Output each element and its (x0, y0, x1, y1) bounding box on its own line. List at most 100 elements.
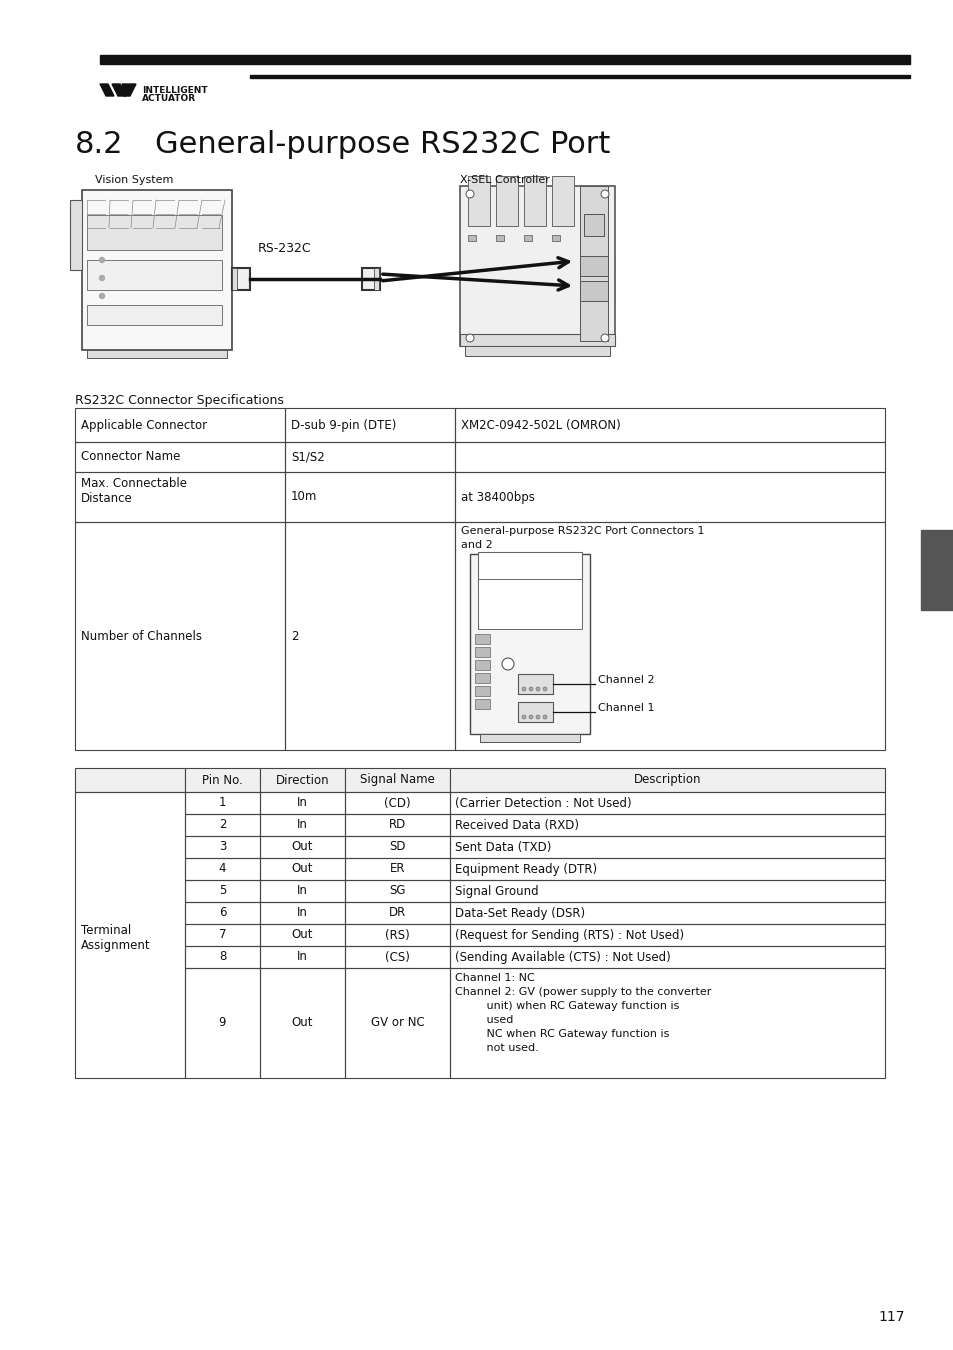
Text: (Request for Sending (RTS) : Not Used): (Request for Sending (RTS) : Not Used) (455, 929, 683, 941)
Text: Channel 1: NC: Channel 1: NC (455, 973, 535, 983)
Text: SG: SG (389, 884, 405, 898)
Bar (459, 333, 615, 346)
Bar (87, 305, 222, 325)
Bar (450, 859, 884, 880)
Circle shape (521, 716, 525, 720)
Bar (517, 702, 553, 722)
Text: (Sending Available (CTS) : Not Used): (Sending Available (CTS) : Not Used) (455, 950, 670, 964)
Bar (285, 522, 455, 751)
Bar (468, 176, 490, 225)
Bar (579, 281, 607, 301)
Polygon shape (112, 84, 126, 96)
Bar (464, 346, 609, 356)
Bar (475, 686, 490, 697)
Text: 2: 2 (291, 629, 298, 643)
Bar (455, 472, 884, 522)
Circle shape (516, 599, 519, 603)
Bar (920, 531, 953, 610)
Bar (450, 880, 884, 902)
Bar (75, 472, 285, 522)
Text: 8.2: 8.2 (75, 130, 123, 159)
Bar (185, 836, 260, 859)
Bar (475, 699, 490, 709)
Bar (260, 836, 345, 859)
Circle shape (496, 593, 499, 595)
Text: Direction: Direction (275, 774, 329, 787)
Text: Data-Set Ready (DSR): Data-Set Ready (DSR) (455, 906, 584, 919)
Bar (185, 946, 260, 968)
Bar (260, 814, 345, 836)
Text: Pin No.: Pin No. (202, 774, 243, 787)
Circle shape (516, 593, 519, 595)
Bar (232, 269, 250, 290)
Circle shape (525, 599, 530, 603)
Bar (361, 269, 379, 290)
Text: X-SEL Controller: X-SEL Controller (459, 176, 549, 185)
Circle shape (99, 258, 105, 262)
Bar (185, 792, 260, 814)
Bar (250, 76, 909, 78)
Text: In: In (296, 906, 308, 919)
Text: 3: 3 (218, 841, 226, 853)
Bar (75, 441, 285, 472)
Circle shape (496, 599, 499, 603)
Bar (496, 235, 503, 242)
Text: Assignment: Assignment (81, 938, 151, 952)
Bar (70, 200, 82, 270)
Text: Distance: Distance (81, 491, 132, 505)
Text: 5: 5 (218, 884, 226, 898)
Bar (477, 552, 581, 585)
Text: INTELLIGENT: INTELLIGENT (142, 86, 208, 95)
Bar (345, 946, 450, 968)
Bar (579, 186, 607, 342)
Bar (455, 441, 884, 472)
Bar (345, 836, 450, 859)
Text: Out: Out (292, 841, 313, 853)
Text: Equipment Ready (DTR): Equipment Ready (DTR) (455, 863, 597, 876)
Bar (455, 408, 884, 441)
Bar (260, 880, 345, 902)
Bar (468, 235, 476, 242)
Bar (552, 235, 559, 242)
Text: 2: 2 (218, 818, 226, 832)
Text: RS232C Connector Specifications: RS232C Connector Specifications (75, 394, 284, 406)
Bar (285, 441, 455, 472)
Circle shape (99, 293, 105, 298)
Text: and 2: and 2 (460, 540, 493, 549)
Circle shape (525, 593, 530, 595)
Text: General-purpose RS232C Port Connectors 1: General-purpose RS232C Port Connectors 1 (460, 526, 703, 536)
Text: Connector Name: Connector Name (81, 451, 180, 463)
Text: GV or NC: GV or NC (370, 1017, 424, 1030)
Bar (185, 768, 260, 792)
Bar (87, 261, 222, 290)
Text: ACTUATOR: ACTUATOR (142, 95, 196, 103)
Text: Vision System: Vision System (95, 176, 173, 185)
Bar (260, 792, 345, 814)
Bar (87, 350, 227, 358)
Bar (374, 269, 378, 290)
Circle shape (529, 687, 533, 691)
Bar (75, 408, 285, 441)
Circle shape (485, 593, 490, 595)
Text: (CS): (CS) (385, 950, 410, 964)
Text: Received Data (RXD): Received Data (RXD) (455, 818, 578, 832)
Text: Sent Data (TXD): Sent Data (TXD) (455, 841, 551, 853)
Text: Number of Channels: Number of Channels (81, 629, 202, 643)
Bar (475, 660, 490, 670)
Bar (82, 190, 232, 350)
Bar (75, 792, 185, 1079)
Bar (470, 554, 589, 734)
Bar (285, 472, 455, 522)
Bar (345, 792, 450, 814)
Text: 6: 6 (218, 906, 226, 919)
Bar (260, 968, 345, 1079)
Circle shape (465, 333, 474, 342)
Circle shape (485, 599, 490, 603)
Text: RD: RD (389, 818, 406, 832)
Polygon shape (122, 84, 136, 96)
Bar (523, 176, 545, 225)
Text: 10m: 10m (291, 490, 317, 504)
Bar (285, 408, 455, 441)
Text: Applicable Connector: Applicable Connector (81, 418, 207, 432)
Bar (260, 902, 345, 923)
